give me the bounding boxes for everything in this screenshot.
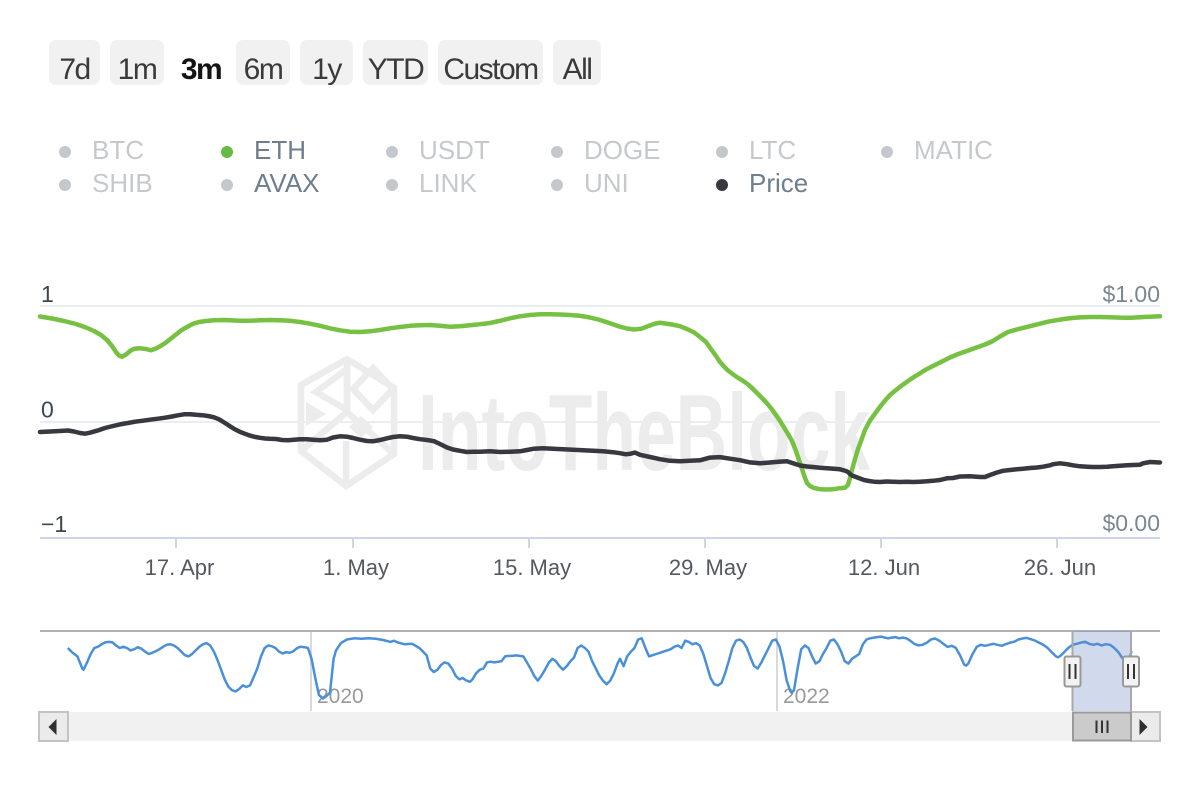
svg-text:29. May: 29. May — [669, 555, 747, 580]
svg-text:$1.00: $1.00 — [1102, 281, 1160, 307]
svg-text:1: 1 — [41, 281, 54, 307]
svg-text:$0.00: $0.00 — [1102, 510, 1160, 536]
svg-text:1. May: 1. May — [323, 555, 389, 580]
svg-text:26. Jun: 26. Jun — [1024, 555, 1096, 580]
svg-text:15. May: 15. May — [493, 555, 571, 580]
svg-text:IntoTheBlock: IntoTheBlock — [418, 372, 870, 494]
svg-text:17. Apr: 17. Apr — [145, 555, 215, 580]
svg-text:−1: −1 — [41, 511, 67, 537]
svg-text:0: 0 — [41, 397, 54, 423]
svg-text:2020: 2020 — [317, 685, 364, 708]
svg-text:12. Jun: 12. Jun — [848, 555, 920, 580]
